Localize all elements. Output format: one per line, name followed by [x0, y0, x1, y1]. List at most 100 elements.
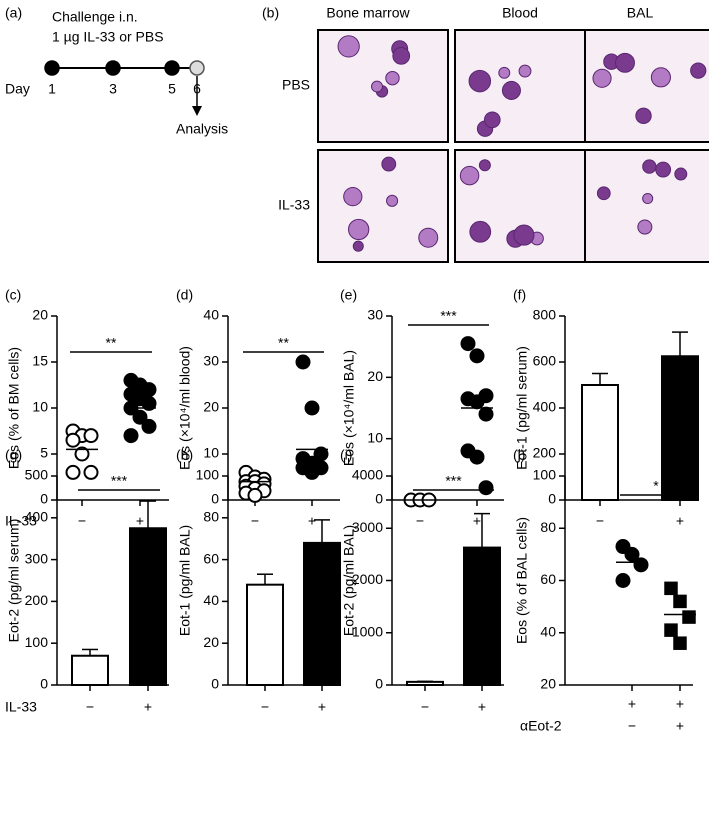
y-tick-label: 40 [203, 307, 219, 323]
cell [352, 240, 364, 252]
data-point [673, 636, 687, 650]
x-tick-label: + [308, 513, 316, 529]
endpoint-label: Analysis [176, 121, 228, 137]
y-axis-label: Eos (% of BAL cells) [514, 517, 530, 644]
y-tick-label: 200 [533, 445, 557, 461]
y-tick-label: 80 [540, 519, 556, 535]
significance-label: ** [106, 335, 117, 351]
bar [129, 527, 167, 686]
significance-label: * [653, 478, 659, 494]
data-point [469, 394, 485, 410]
y-tick-label: 20 [540, 676, 556, 692]
cell [468, 69, 492, 93]
cell [498, 66, 511, 79]
y-tick-label: 400 [25, 509, 49, 525]
y-tick-label: 60 [540, 571, 556, 587]
significance-label: *** [111, 473, 128, 489]
day-marker [105, 60, 121, 76]
bar [581, 384, 619, 501]
cell [642, 159, 657, 174]
y-tick-label: 3000 [352, 519, 383, 535]
bar [463, 546, 501, 687]
significance-label: ** [278, 335, 289, 351]
data-point [624, 546, 640, 562]
y-tick-label: 30 [367, 307, 383, 323]
data-point [664, 623, 678, 637]
bar [661, 355, 699, 501]
y-tick-label: 200 [25, 592, 49, 608]
x-tick-label: + [676, 718, 684, 734]
x-axis-label: IL-33 [5, 699, 37, 715]
data-point [83, 464, 99, 480]
y-axis-label: Eot-2 (pg/ml BAL) [341, 525, 357, 636]
day-number: 1 [48, 81, 56, 97]
column-label: Bone marrow [326, 5, 410, 21]
x-tick-label: − [628, 718, 636, 734]
panel-a: (a) Challenge i.n. 1 µg IL-33 or PBS Day… [5, 5, 228, 137]
day-number: 3 [109, 81, 117, 97]
x-tick-label: − [78, 513, 86, 529]
cell [501, 80, 521, 100]
cell [650, 67, 671, 88]
y-tick-label: 80 [203, 509, 219, 525]
y-tick-label: 20 [32, 307, 48, 323]
y-tick-label: 20 [203, 399, 219, 415]
cell [518, 64, 532, 78]
cell [655, 161, 672, 178]
y-tick-label: 400 [533, 399, 557, 415]
y-tick-label: 40 [540, 623, 556, 639]
x-tick-label: + [628, 696, 636, 712]
y-tick-label: 5 [40, 445, 48, 461]
y-tick-label: 100 [25, 634, 49, 650]
data-point [141, 395, 157, 411]
data-point [83, 428, 99, 444]
cell [674, 167, 688, 181]
y-tick-label: 20 [203, 634, 219, 650]
x-axis-label: IL-33 [5, 513, 37, 529]
panel-label: (g) [5, 447, 22, 463]
cell [483, 111, 501, 129]
cell [635, 107, 652, 124]
timeline-title: Challenge i.n. [52, 9, 138, 25]
y-tick-label: 800 [533, 307, 557, 323]
column-label: BAL [627, 5, 654, 21]
cell [371, 80, 383, 93]
y-tick-label: 0 [375, 676, 383, 692]
y-tick-label: 0 [548, 491, 556, 507]
cell [513, 224, 535, 246]
cell [385, 70, 400, 86]
cell [343, 187, 363, 207]
cell [592, 68, 612, 88]
data-point [304, 464, 320, 480]
y-tick-label: 40 [203, 592, 219, 608]
y-tick-label: 2000 [352, 571, 383, 587]
y-axis-label: Eot-1 (pg/ml BAL) [177, 525, 193, 636]
data-point [304, 400, 320, 416]
y-tick-label: 0 [211, 676, 219, 692]
micrograph [454, 29, 586, 143]
day-label: Day [5, 81, 30, 97]
day-marker [189, 60, 205, 76]
data-point [74, 446, 90, 462]
panel-label: (h) [176, 447, 193, 463]
day-marker [44, 60, 60, 76]
y-tick-label: 0 [40, 491, 48, 507]
panel-label: (d) [176, 287, 193, 303]
y-tick-label: 0 [211, 491, 219, 507]
y-tick-label: 0 [375, 491, 383, 507]
day-number: 6 [193, 81, 201, 97]
panel-label: (b) [262, 5, 279, 21]
x-tick-label: + [676, 513, 684, 529]
data-point [123, 428, 139, 444]
cell [392, 47, 411, 65]
data-point [141, 418, 157, 434]
data-point [469, 449, 485, 465]
x-tick-label: + [136, 513, 144, 529]
x-tick-label: + [478, 699, 486, 715]
data-point [478, 480, 494, 496]
y-tick-label: 10 [367, 429, 383, 445]
y-axis-label: Eos (% of BM cells) [6, 347, 22, 469]
arrow-head [192, 106, 202, 116]
y-tick-label: 4000 [352, 467, 383, 483]
y-tick-label: 10 [32, 399, 48, 415]
